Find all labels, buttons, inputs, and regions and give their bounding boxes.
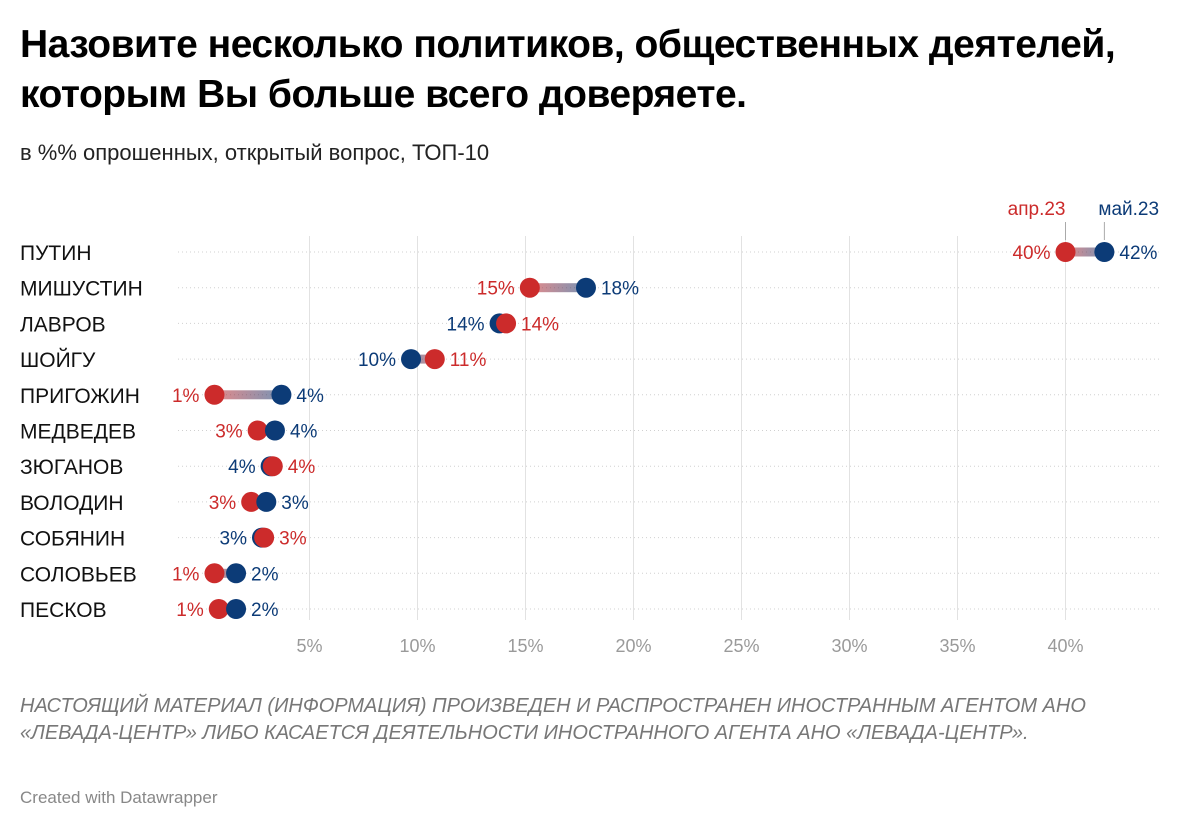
category-label: ВОЛОДИН (20, 492, 124, 515)
category-label: ЗЮГАНОВ (20, 456, 123, 479)
dot-may (264, 420, 285, 441)
value-label-apr: 15% (477, 279, 515, 300)
x-tick-label: 15% (507, 636, 543, 656)
value-label-may: 10% (358, 350, 396, 371)
dot-may (226, 563, 247, 584)
x-tick-label: 20% (615, 636, 651, 656)
dot-apr (424, 349, 445, 370)
value-label-may: 42% (1119, 243, 1157, 264)
value-label-may: 3% (220, 529, 248, 550)
x-tick-label: 25% (723, 636, 759, 656)
category-label: ПЕСКОВ (20, 599, 107, 622)
range-bar (411, 354, 435, 364)
value-label-apr: 1% (176, 600, 204, 621)
data-rows: ПУТИН 40% 42% МИШУСТИН 15% 18% ЛАВРОВ 14% 14% ШОЙ… (20, 242, 1160, 622)
value-label-may: 4% (290, 422, 318, 443)
dot-apr (247, 420, 268, 441)
dot-may (271, 384, 292, 405)
value-label-may: 2% (251, 564, 279, 585)
dot-apr (204, 563, 225, 584)
dot-apr (208, 599, 229, 619)
value-label-may: 14% (447, 314, 485, 335)
category-label: СОЛОВЬЕВ (20, 563, 137, 586)
range-bar (529, 283, 586, 293)
datawrapper-credit[interactable]: Created with Datawrapper (20, 788, 218, 807)
category-label: ЛАВРОВ (20, 313, 106, 336)
value-label-apr: 11% (450, 350, 487, 371)
category-label: ШОЙГУ (20, 348, 96, 372)
value-label-may: 2% (251, 600, 279, 621)
range-bar (1065, 247, 1105, 257)
dot-apr (496, 313, 517, 334)
legend: апр.23 май.23 (1008, 199, 1159, 240)
x-tick-label: 30% (831, 636, 867, 656)
value-label-apr: 1% (172, 386, 200, 407)
value-label-apr: 4% (288, 457, 316, 478)
value-label-may: 4% (228, 457, 256, 478)
chart-title: Назовите несколько политиков, общественн… (20, 23, 1116, 116)
chart-subtitle: в %% опрошенных, открытый вопрос, ТОП-10 (20, 140, 490, 165)
category-label: ПУТИН (20, 242, 92, 265)
x-tick-label: 10% (399, 636, 435, 656)
value-label-apr: 14% (521, 314, 559, 335)
gridlines (309, 236, 1066, 620)
value-label-apr: 3% (209, 493, 237, 514)
x-tick-label: 40% (1047, 636, 1083, 656)
legend-apr: апр.23 (1008, 199, 1066, 220)
dot-may (256, 491, 277, 512)
dot-apr (204, 384, 225, 405)
value-label-may: 18% (601, 279, 639, 300)
dot-may (575, 277, 596, 298)
dot-apr (519, 277, 540, 298)
category-label: МЕДВЕДЕВ (20, 421, 136, 444)
value-label-apr: 3% (215, 422, 243, 443)
dot-plot-chart: ПУТИН 40% 42% МИШУСТИН 15% 18% ЛАВРОВ 14% 14% ШОЙ… (20, 199, 1160, 656)
value-label-apr: 40% (1012, 243, 1050, 264)
foreign-agent-note: НАСТОЯЩИЙ МАТЕРИАЛ (ИНФОРМАЦИЯ) ПРОИЗВЕД… (20, 695, 1086, 744)
value-label-may: 3% (281, 493, 309, 514)
dot-apr (262, 456, 283, 477)
dot-may (401, 349, 422, 370)
value-label-apr: 1% (172, 564, 200, 585)
category-label: МИШУСТИН (20, 278, 143, 301)
dot-may (226, 599, 247, 619)
category-label: СОБЯНИН (20, 528, 125, 551)
dot-apr (254, 527, 275, 548)
dot-may (1094, 242, 1115, 262)
value-label-apr: 3% (279, 529, 307, 550)
dot-apr (241, 491, 262, 512)
value-label-may: 4% (296, 386, 324, 407)
x-axis: 5% 10% 15% 20% 25% 30% 35% 40% (296, 636, 1083, 656)
x-tick-label: 35% (939, 636, 975, 656)
x-tick-label: 5% (296, 636, 322, 656)
dot-apr (1055, 242, 1076, 262)
range-bar (214, 390, 282, 400)
legend-may: май.23 (1098, 199, 1159, 220)
range-bar (214, 568, 237, 578)
category-label: ПРИГОЖИН (20, 385, 140, 408)
